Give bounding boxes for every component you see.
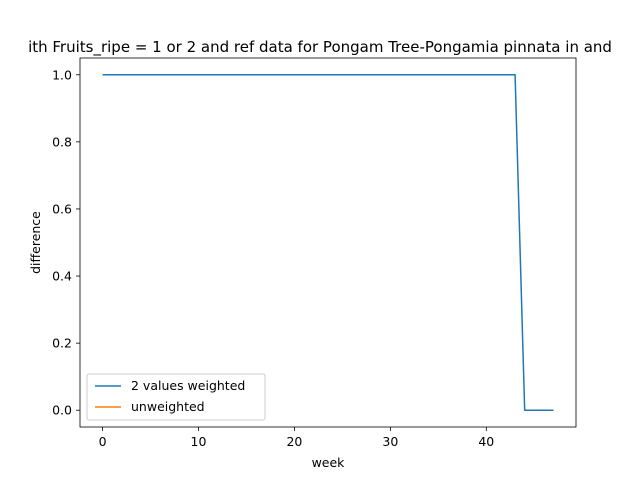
y-axis-label: difference	[28, 211, 43, 274]
y-tick-label: 0.4	[52, 269, 72, 284]
legend: 2 values weighted unweighted	[86, 373, 266, 421]
y-tick-label: 1.0	[52, 67, 72, 82]
x-tick-label: 0	[99, 434, 107, 449]
y-tick-label: 0.8	[52, 134, 72, 149]
x-tick-label: 20	[286, 434, 302, 449]
x-axis-label: week	[312, 455, 346, 470]
series-layer	[102, 74, 554, 411]
legend-label-unweighted: unweighted	[131, 399, 205, 414]
chart-title: ith Fruits_ripe = 1 or 2 and ref data fo…	[28, 38, 612, 57]
series-line-0	[102, 74, 554, 411]
x-tick-label: 10	[191, 434, 207, 449]
y-ticks: 0.0 0.2 0.4 0.6 0.8 1.0	[52, 67, 80, 418]
legend-label-weighted: 2 values weighted	[131, 378, 245, 393]
x-ticks: 0 10 20 30 40	[99, 427, 494, 449]
plot-area	[80, 58, 576, 427]
y-tick-label: 0.2	[52, 336, 72, 351]
legend-frame	[86, 373, 266, 421]
x-tick-label: 30	[382, 434, 398, 449]
y-tick-label: 0.0	[52, 403, 72, 418]
y-tick-label: 0.6	[52, 201, 72, 216]
x-tick-label: 40	[478, 434, 494, 449]
plot-frame	[79, 57, 577, 428]
